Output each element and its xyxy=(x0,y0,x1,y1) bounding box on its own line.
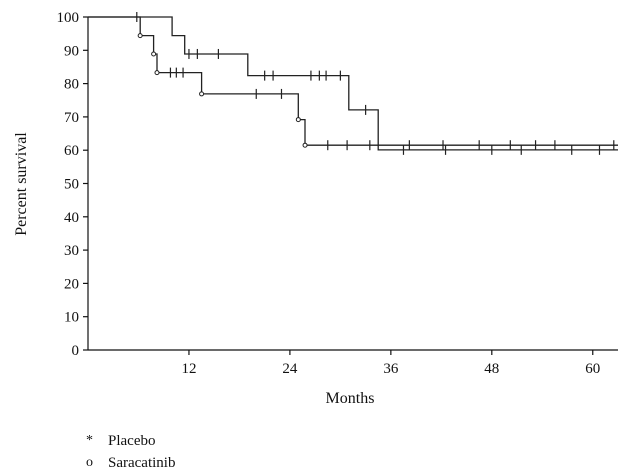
axes: 0 10 20 30 40 50 60 70 80 90 100 12 24 36 48 60 xyxy=(57,10,618,377)
y-tick-label: 10 xyxy=(64,310,79,326)
event-marker-saracatinib xyxy=(295,117,301,123)
x-tick-label: 12 xyxy=(181,361,196,377)
legend: * Placebo o Saracatinib xyxy=(86,430,175,474)
survival-line-placebo xyxy=(88,16,618,151)
event-marker-saracatinib xyxy=(154,70,160,76)
series-saracatinib xyxy=(88,16,618,151)
x-tick-label: 60 xyxy=(585,361,600,377)
y-tick-label: 50 xyxy=(64,177,79,193)
y-tick-label: 90 xyxy=(64,43,79,59)
circle-marker-icon: o xyxy=(86,455,93,470)
y-tick-label: 30 xyxy=(64,243,79,259)
event-marker-saracatinib xyxy=(199,91,205,97)
legend-item-saracatinib: o Saracatinib xyxy=(86,452,175,474)
x-tick-label: 48 xyxy=(484,361,499,377)
event-marker-saracatinib xyxy=(137,33,143,39)
y-tick-label: 0 xyxy=(72,343,80,359)
event-marker-saracatinib xyxy=(151,51,157,57)
y-axis-label: Percent survival xyxy=(13,132,30,236)
survival-curves xyxy=(88,12,618,155)
x-axis-label: Months xyxy=(326,390,375,407)
y-tick-label: 70 xyxy=(64,110,79,126)
survival-line-saracatinib xyxy=(88,16,618,146)
y-tick-label: 40 xyxy=(64,210,79,226)
y-tick-label: 60 xyxy=(64,143,79,159)
x-tick-label: 24 xyxy=(282,361,298,377)
x-tick-label: 36 xyxy=(383,361,399,377)
asterisk-marker-icon: * xyxy=(86,433,93,448)
y-tick-label: 80 xyxy=(64,77,79,93)
series-placebo xyxy=(88,12,618,155)
legend-label-saracatinib: Saracatinib xyxy=(108,455,176,471)
y-tick-label: 100 xyxy=(57,10,80,26)
legend-label-placebo: Placebo xyxy=(108,433,156,449)
event-marker-saracatinib xyxy=(302,142,308,148)
y-tick-label: 20 xyxy=(64,276,79,292)
legend-item-placebo: * Placebo xyxy=(86,430,175,452)
